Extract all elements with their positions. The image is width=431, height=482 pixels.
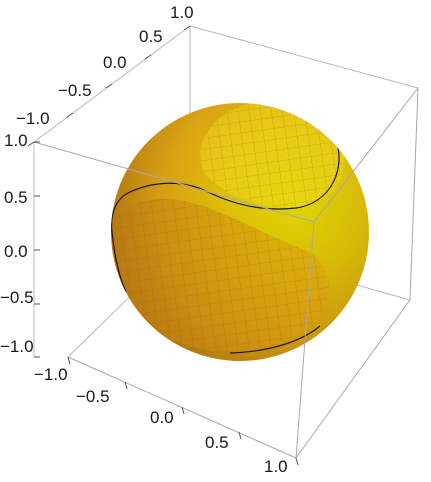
bottom-x-tick-labels: −1.0 −0.5 0.0 0.5 1.0 bbox=[34, 365, 288, 476]
axes-box-front bbox=[33, 87, 419, 459]
bottom-x-tick-label: −0.5 bbox=[76, 387, 110, 406]
upper-y-tick-labels: 1.0 0.5 0.0 −0.5 −1.0 bbox=[16, 3, 194, 128]
bottom-x-tick-label: −1.0 bbox=[34, 365, 68, 384]
bottom-x-tick-label: 0.0 bbox=[150, 408, 174, 427]
z-tick-labels: 1.0 0.5 0.0 −0.5 −1.0 bbox=[0, 131, 34, 356]
z-tick-label: −1.0 bbox=[0, 337, 34, 356]
bottom-x-tick-label: 0.5 bbox=[205, 433, 229, 452]
z-tick-label: 0.5 bbox=[4, 188, 28, 207]
tick-marks bbox=[27, 25, 299, 466]
z-tick-label: −0.5 bbox=[0, 288, 34, 307]
upper-y-tick-label: 1.0 bbox=[170, 3, 194, 22]
z-tick-label: 0.0 bbox=[4, 242, 28, 261]
upper-y-tick-label: −0.5 bbox=[58, 81, 92, 100]
bottom-x-tick-label: 1.0 bbox=[264, 457, 288, 476]
z-tick-label: 1.0 bbox=[4, 131, 28, 150]
upper-y-tick-label: 0.0 bbox=[103, 53, 127, 72]
upper-y-tick-label: 0.5 bbox=[139, 27, 163, 46]
upper-y-tick-label: −1.0 bbox=[16, 109, 50, 128]
